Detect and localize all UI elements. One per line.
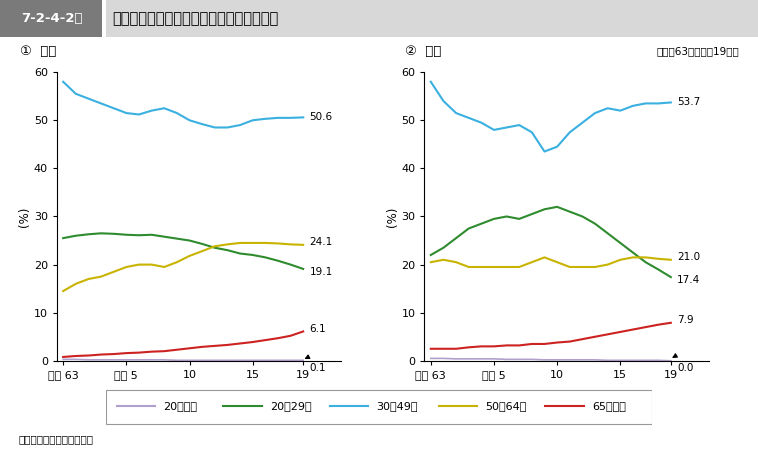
Text: ①  男子: ① 男子 <box>20 45 56 58</box>
Text: 17.4: 17.4 <box>677 275 700 285</box>
Y-axis label: (%): (%) <box>18 206 31 227</box>
Text: 53.7: 53.7 <box>677 97 700 107</box>
Text: 65歳以上: 65歳以上 <box>592 401 625 411</box>
Text: 20歳未満: 20歳未満 <box>164 401 197 411</box>
Text: 50～64歳: 50～64歳 <box>485 401 527 411</box>
Text: 19.1: 19.1 <box>309 267 333 277</box>
Text: （昭和63年～平成19年）: （昭和63年～平成19年） <box>656 46 739 56</box>
Text: ②  女子: ② 女子 <box>405 45 441 58</box>
Text: 注　矯正統計年報による。: 注 矯正統計年報による。 <box>19 434 94 444</box>
Text: 6.1: 6.1 <box>309 324 326 334</box>
Text: 24.1: 24.1 <box>309 237 333 247</box>
Text: 7.9: 7.9 <box>677 315 694 325</box>
Text: 21.0: 21.0 <box>677 252 700 262</box>
Y-axis label: (%): (%) <box>386 206 399 227</box>
Text: 0.1: 0.1 <box>309 363 326 373</box>
Text: 50.6: 50.6 <box>309 112 333 122</box>
Text: 7-2-4-2図: 7-2-4-2図 <box>20 12 83 25</box>
Text: 30～49歳: 30～49歳 <box>376 401 418 411</box>
Text: 20～29歳: 20～29歳 <box>270 401 312 411</box>
Text: 0.0: 0.0 <box>677 363 694 373</box>
Text: 新受刑者の男女別・年齢層別構成比の推移: 新受刑者の男女別・年齢層別構成比の推移 <box>112 11 278 26</box>
